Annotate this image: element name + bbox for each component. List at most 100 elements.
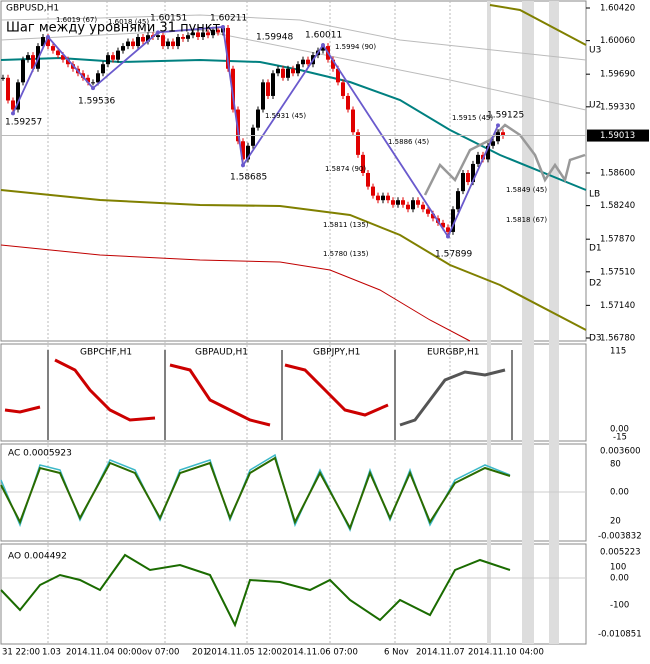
time-label: 1.03 [42,648,61,658]
zigzag-point [241,163,245,168]
time-label: ov 07:00 [142,648,179,658]
candle [456,191,460,210]
forecast-path [423,123,586,196]
time-label: 2014.11.07 [416,648,465,658]
candle [161,35,165,47]
candle [296,64,300,74]
candle [186,35,190,39]
candle [411,200,415,210]
pair-label: GBPCHF,H1 [80,348,132,358]
candle [166,41,170,47]
band-label: U3 [589,46,601,56]
band-label: D1 [589,244,602,254]
channel-line [0,14,587,61]
current-price-box [587,129,649,142]
zigzag-point [321,43,325,48]
candle [251,127,255,146]
axis-label: -0.003832 [598,532,642,542]
candle [156,35,160,38]
candle [66,59,70,65]
axis-label: 20 [610,517,621,527]
candle [496,132,500,142]
candle [306,59,310,65]
candle [281,68,285,78]
band-lower [0,189,587,331]
candle [226,27,230,69]
candle [376,195,380,201]
candle [286,68,290,78]
pair-label: GBPAUD,H1 [195,348,248,358]
candle [51,46,55,51]
band-label: U2 [589,101,601,111]
current-price-label: 1.59013 [600,131,635,141]
zigzag-point [91,86,95,91]
level-label: 1.6018 (45) [108,18,149,26]
band-label: LB [589,190,600,200]
annotation: Шаг между уровнями 31 пункт [6,21,221,36]
candle [386,195,390,201]
candle [246,145,250,160]
axis-label: 0.005223 [600,548,641,558]
candle [181,37,185,39]
level-label: 1.5931 (45) [265,112,306,120]
candle [11,100,15,110]
candle [21,59,25,83]
price-label: 1.59257 [5,118,42,128]
level-label: 1.5818 (67) [506,216,547,224]
candle [176,37,180,47]
level-label: 1.5811 (135) [323,221,369,229]
candle [266,82,270,96]
pairs-frame [0,343,587,442]
axis-label: 0.00 [610,488,629,498]
candle [141,37,145,42]
candle [91,82,95,84]
candle [56,50,60,56]
y-tick-label: 1.58240 [600,201,635,211]
candle [431,213,435,219]
zigzag-point [496,123,500,128]
y-tick-label: 1.59330 [600,102,635,112]
panel-title: AC 0.0005923 [8,449,72,459]
axis-label: 0.003600 [600,447,641,457]
symbol-title: GBPUSD,H1 [6,4,59,14]
panel-title: AO 0.004492 [8,552,67,562]
price-label: 1.59125 [487,111,524,121]
candle [356,132,360,155]
pair-bars [54,358,156,422]
candle [446,227,450,232]
level-label: 1.5994 (90) [335,43,376,51]
candle [416,200,420,205]
candle [206,32,210,36]
candle [261,82,265,110]
candle [46,37,50,47]
candle [401,200,405,205]
candle [16,82,20,110]
candle [86,77,90,83]
axis-label: 115 [610,347,626,357]
level-label: 1.6019 (67) [56,16,97,24]
candle [136,37,140,47]
pair-label: GBPJPY,H1 [313,348,360,358]
candle [321,46,325,51]
band-label: D2 [589,279,602,289]
candle [381,195,385,201]
candle [61,55,65,60]
zigzag-point [156,30,160,35]
candle [486,145,490,160]
candle [241,141,245,160]
candle [6,77,10,101]
price-label: 1.59536 [78,97,115,107]
candle [341,82,345,96]
ao-frame [0,543,587,645]
candle [361,154,365,173]
zigzag-point [46,35,50,40]
candle [366,173,370,187]
candle [256,109,260,128]
candle [271,73,275,96]
candle [131,41,135,47]
candle [426,209,430,214]
price-label: 1.60151 [150,14,187,24]
y-tick-label: 1.58600 [600,169,635,179]
candle [491,141,495,146]
time-label: 2014.11.10 04:00 [468,648,544,658]
